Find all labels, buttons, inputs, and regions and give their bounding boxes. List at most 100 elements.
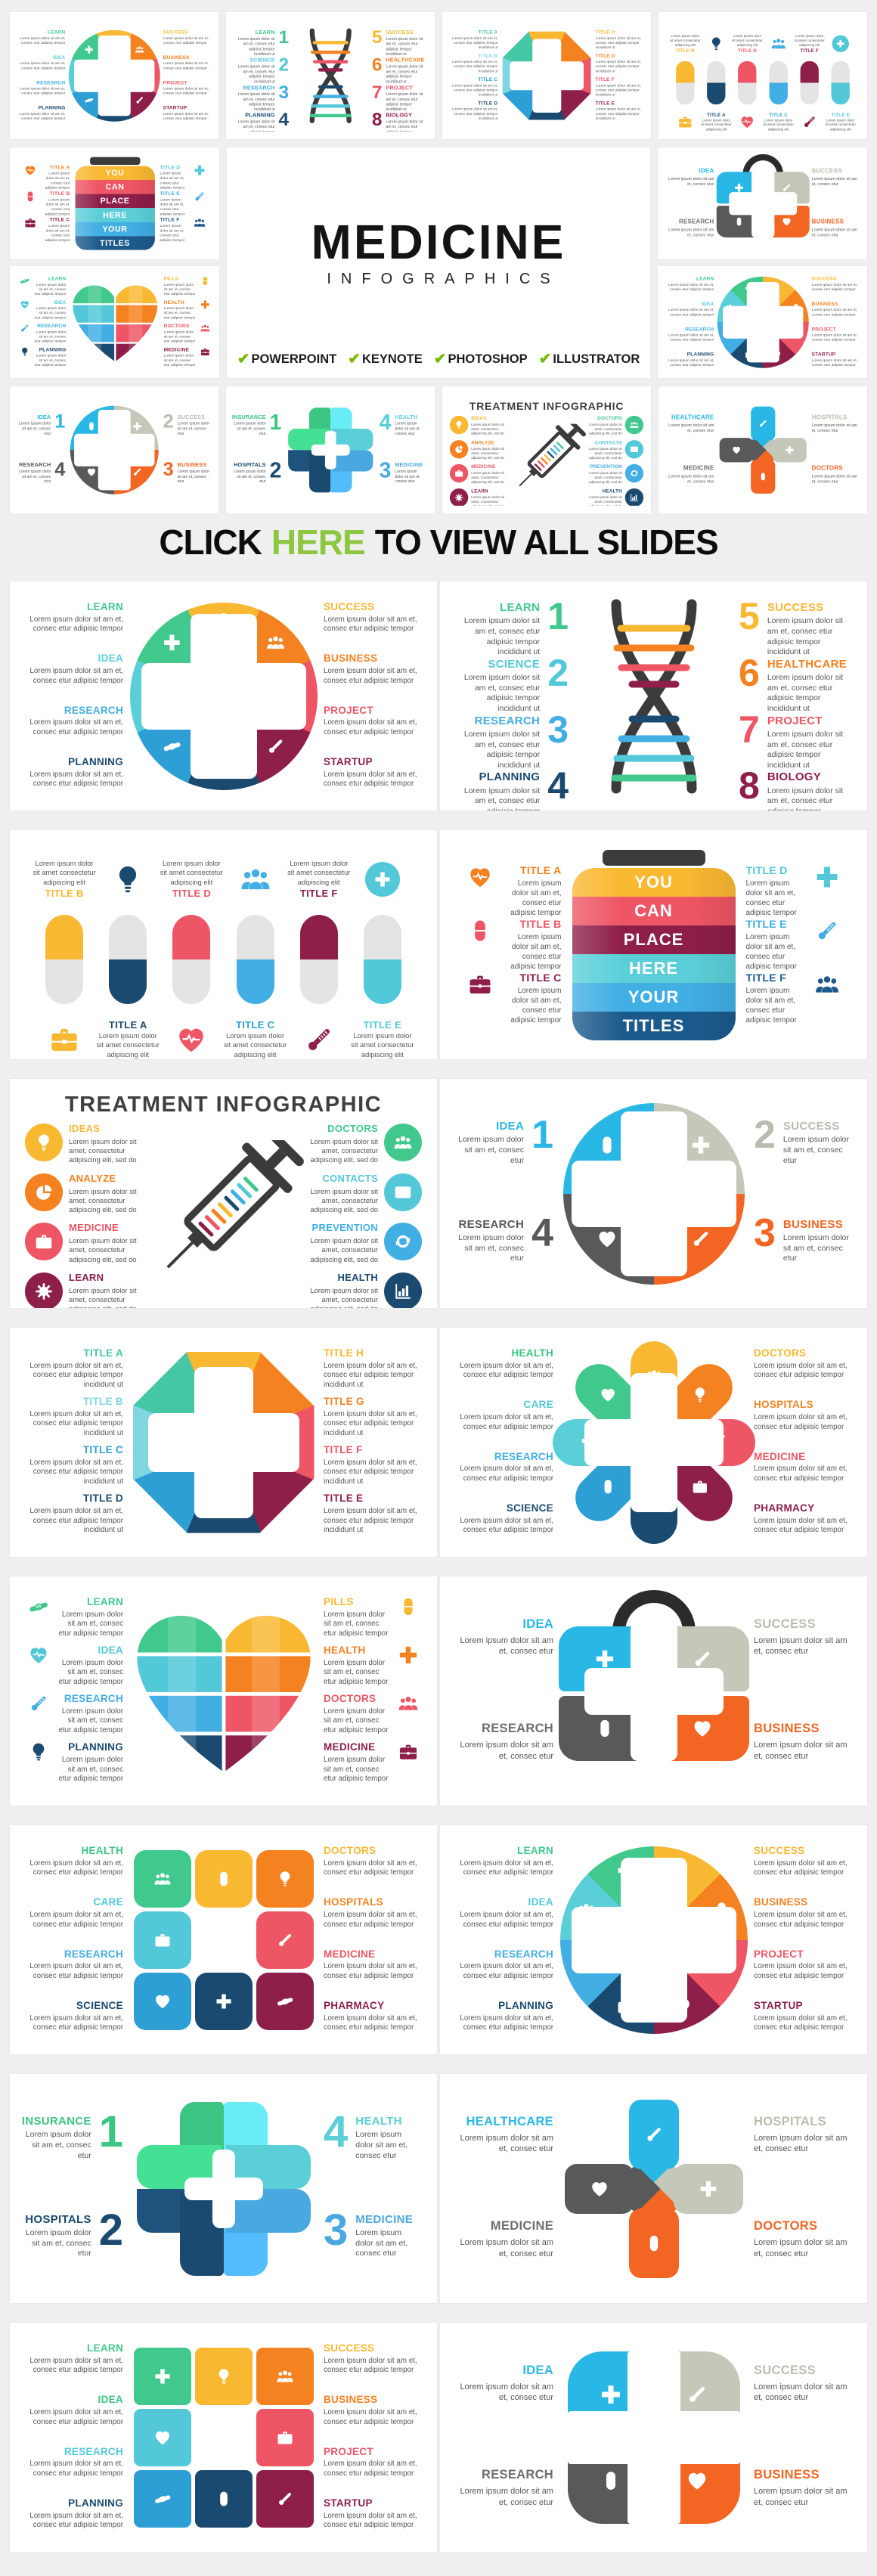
- slide-label-item: SUCCESS Lorem ipsum dolor sit am et, cons…: [811, 276, 857, 292]
- mail-icon: [630, 445, 640, 454]
- slide-label-item: HOSPITALS Lorem ipsum dolor sit am et, co…: [25, 2208, 123, 2259]
- item-label: PROJECT: [324, 704, 373, 716]
- capsule: [236, 915, 274, 1004]
- item-body: Lorem ipsum dolor sit am et, consec etur: [782, 1233, 849, 1263]
- item-label: HOSPITALS: [324, 1896, 383, 1908]
- slide-label-item: HEALTH Lorem ipsum dolor sit am et, conse…: [458, 1347, 553, 1381]
- slide-petals4: HEALTHCARE Lorem ipsum dolor sit am et, c…: [659, 394, 867, 506]
- item-number: 4: [54, 458, 66, 480]
- people-icon: [724, 302, 734, 312]
- item-body: Lorem ipsum dolor sit am et, consec etur…: [595, 107, 641, 121]
- item-label: SUCCESS: [754, 2364, 816, 2377]
- slide-label-item: IDEA Lorem ipsum dolor sit am et, consec …: [28, 2394, 123, 2427]
- cross-icon: [600, 2383, 622, 2406]
- cross-icon: [84, 45, 94, 54]
- item-body: Lorem ipsum dolor sit am et, consec etur…: [754, 1361, 848, 1380]
- slide-label-item: INSURANCE Lorem ipsum dolor sit am et, co…: [232, 411, 281, 436]
- capsule: [172, 915, 211, 1004]
- slide-label-item: HEALTH Lorem ipsum dolor sit amet, consec…: [580, 488, 644, 506]
- thumbnail-circle8[interactable]: LEARN Lorem ipsum dolor sit am et, consec…: [10, 12, 218, 139]
- banner-highlight-link[interactable]: HERE: [271, 522, 366, 562]
- feature-item: ✔ PHOTOSHOP: [433, 351, 528, 367]
- item-number: 8: [739, 764, 760, 808]
- thumbnail-dna[interactable]: LEARN Lorem ipsum dolor sit am et, consec…: [226, 12, 435, 139]
- slide-label-item: SUCCESS Lorem ipsum dolor sit am et, cons…: [754, 1617, 849, 1657]
- item-label: TITLE C: [478, 76, 498, 82]
- thumbnail-row-top: LEARN Lorem ipsum dolor sit am et, consec…: [10, 12, 867, 139]
- item-label: TITLE F: [324, 1444, 363, 1456]
- slide-label-item: RESEARCH Lorem ipsum dolor sit am et, con…: [458, 2468, 554, 2508]
- slide-label-item: MEDICINE Lorem ipsum dolor sit am et, con…: [163, 347, 209, 368]
- slide-label-item: BUSINESS Lorem ipsum dolor sit am et, con…: [754, 1896, 849, 1930]
- slide-label-item: IDEA Lorem ipsum dolor sit am et, consec …: [667, 301, 714, 317]
- thumbnail-medbag4[interactable]: IDEA Lorem ipsum dolor sit am et, consec …: [658, 147, 867, 259]
- cross-icon: [690, 1134, 711, 1155]
- shake-icon: [276, 1992, 294, 2010]
- thumbnail-knot4[interactable]: INSURANCE Lorem ipsum dolor sit am et, co…: [226, 386, 435, 513]
- slide-row: LEARN Lorem ipsum dolor sit am et, consec…: [10, 2323, 867, 2552]
- item-number: 1: [278, 26, 290, 48]
- jar-band: HERE: [74, 207, 155, 222]
- item-body: Lorem ipsum dolor sit am et, consec etur…: [324, 2356, 417, 2375]
- item-label: BUSINESS: [177, 461, 207, 469]
- item-body: Lorem ipsum dolor sit am et, consec etur: [355, 2130, 408, 2160]
- cross-icon: [132, 421, 142, 432]
- cross-icon: [200, 299, 210, 310]
- thumbnail-pills[interactable]: Lorem ipsum dolor sit amet consectetur a…: [659, 12, 867, 139]
- thermo-icon: [690, 1228, 711, 1249]
- thumbnail-circlecross4[interactable]: IDEA Lorem ipsum dolor sit am et, consec …: [10, 386, 218, 513]
- slide-medbag4: IDEA Lorem ipsum dolor sit am et, consec …: [658, 147, 867, 259]
- slide-knot4: INSURANCE Lorem ipsum dolor sit am et, co…: [10, 2074, 437, 2303]
- thumbnail-heart8[interactable]: LEARN Lorem ipsum dolor sit am et, consec…: [10, 266, 219, 378]
- knot-graphic: [287, 407, 373, 493]
- capsule: [831, 60, 850, 105]
- slide-label-item: SCIENCE Lorem ipsum dolor sit am et, cons…: [458, 654, 569, 715]
- heart-icon: [28, 1644, 49, 1666]
- thumbnail-petals4[interactable]: HEALTHCARE Lorem ipsum dolor sit am et, c…: [659, 386, 867, 513]
- thumbnail-jar[interactable]: TITLE A Lorem ipsum dolor sit am et, cons…: [10, 147, 219, 259]
- people-icon: [398, 1693, 419, 1714]
- slide-label-item: 8 BIOLOGY Lorem ipsum dolor sit am et, con…: [372, 110, 426, 132]
- slide-label-item: TITLE H Lorem ipsum dolor sit am et, cons…: [596, 29, 642, 51]
- slide-label-item: LEARN Lorem ipsum dolor sit am et, consec…: [28, 1596, 123, 1639]
- people-icon: [393, 1133, 413, 1152]
- capsule: [363, 915, 401, 1004]
- people-icon: [276, 2367, 294, 2385]
- item-body: Lorem ipsum dolor sit am et, consec etur: [458, 1233, 525, 1263]
- shake-icon: [711, 1956, 731, 1976]
- item-label: MEDICINE: [490, 2219, 553, 2233]
- thumbnail-swirl8[interactable]: LEARN Lorem ipsum dolor sit am et, consec…: [658, 266, 867, 378]
- item-label: BUSINESS: [754, 1722, 820, 1736]
- bulb-icon: [691, 1386, 708, 1403]
- slide-label-item: TITLE C Lorem ipsum dolor sit am et, cons…: [23, 216, 70, 243]
- item-body: Lorem ipsum dolor sit am et, consec etur…: [463, 729, 541, 770]
- item-body: Lorem ipsum dolor sit am et, consec etur…: [237, 119, 275, 132]
- item-body: Lorem ipsum dolor sit am et, consec etur…: [668, 282, 714, 292]
- sync-icon: [630, 469, 640, 479]
- slide-label-item: PROJECT Lorem ipsum dolor sit am et, cons…: [754, 1948, 849, 1982]
- slide-label-item: SUCCESS Lorem ipsum dolor sit am et, cons…: [163, 29, 209, 45]
- slide-label-item: TITLE A Lorem ipsum dolor sit am et, cons…: [23, 164, 70, 191]
- people-icon: [576, 1900, 596, 1920]
- slide-label-item: STARTUP Lorem ipsum dolor sit am et, cons…: [324, 2497, 419, 2531]
- slide-preview-list: LEARN Lorem ipsum dolor sit am et, consec…: [0, 571, 877, 2552]
- slide-label-item: IDEA Lorem ipsum dolor sit am et, consec …: [458, 1617, 554, 1657]
- slide-label-item: 8 BIOLOGY Lorem ipsum dolor sit am et, con…: [739, 764, 849, 811]
- item-label: PROJECT: [767, 714, 823, 727]
- slide-row: TITLE A Lorem ipsum dolor sit am et, cons…: [10, 1328, 867, 1557]
- capsule: [676, 60, 695, 105]
- item-body: Lorem ipsum dolor sit am et, consec etur…: [754, 1858, 848, 1877]
- thumbnail-treatment[interactable]: TREATMENT INFOGRAPHIC IDEAS Lorem ipsum do…: [442, 386, 651, 513]
- chart-icon: [393, 1282, 413, 1301]
- slide-label-item: IDEA Lorem ipsum dolor sit am et, consec …: [458, 2364, 554, 2404]
- dna-strands: [611, 599, 696, 793]
- item-label: MEDICINE: [395, 461, 423, 469]
- view-all-banner[interactable]: CLICK HERE TO VIEW ALL SLIDES: [0, 513, 877, 571]
- thumbnail-octagon8[interactable]: TITLE A Lorem ipsum dolor sit am et, cons…: [442, 12, 651, 139]
- pill-icon: [644, 2233, 664, 2253]
- slide-swirl8: LEARN Lorem ipsum dolor sit am et, consec…: [440, 1825, 867, 2054]
- slide-label-item: MEDICINE Lorem ipsum dolor sit am et, con…: [324, 1741, 419, 1784]
- item-label: IDEA: [496, 1120, 525, 1133]
- item-label: STARTUP: [324, 2497, 373, 2509]
- item-body: Lorem ipsum dolor sit am et, consec etur: [355, 2228, 408, 2258]
